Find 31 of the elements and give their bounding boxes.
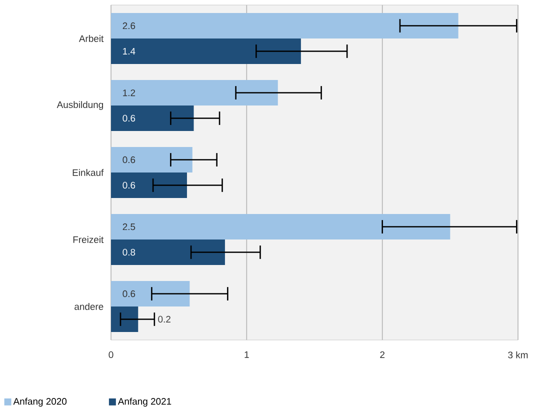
- bar: [111, 147, 192, 173]
- legend-label: Anfang 2020: [13, 398, 67, 407]
- bar: [111, 281, 190, 307]
- data-label: 0.6: [122, 156, 136, 164]
- data-label: 0.8: [122, 248, 136, 256]
- bar: [111, 80, 278, 106]
- data-label: 2.6: [122, 22, 136, 30]
- bar: [111, 214, 450, 240]
- data-label: 1.2: [123, 89, 136, 96]
- x-tick-label: 3 km: [508, 351, 528, 358]
- legend-label: Anfang 2021: [118, 398, 172, 407]
- y-tick-label: Einkauf: [72, 169, 104, 176]
- bar: [111, 38, 301, 64]
- y-tick-label: Freizeit: [73, 236, 104, 243]
- bar: [111, 172, 187, 198]
- y-tick-label: Ausbildung: [56, 101, 104, 110]
- bar: [111, 13, 458, 39]
- data-label: 0.6: [122, 182, 136, 189]
- data-label: 1.4: [123, 48, 136, 54]
- x-tick-label: 2: [380, 351, 384, 358]
- data-label: 0.6: [122, 114, 136, 122]
- bar: [111, 240, 225, 265]
- data-label: 0.2: [158, 316, 170, 323]
- data-label: 0.6: [122, 290, 136, 298]
- x-tick-label: 0: [108, 351, 114, 358]
- x-tick-label: 1: [244, 351, 249, 358]
- bar: [111, 306, 138, 332]
- y-tick-label: andere: [74, 303, 104, 310]
- y-tick-label: Arbeit: [78, 35, 104, 42]
- data-label: 2.5: [122, 223, 136, 230]
- bar: [111, 106, 194, 131]
